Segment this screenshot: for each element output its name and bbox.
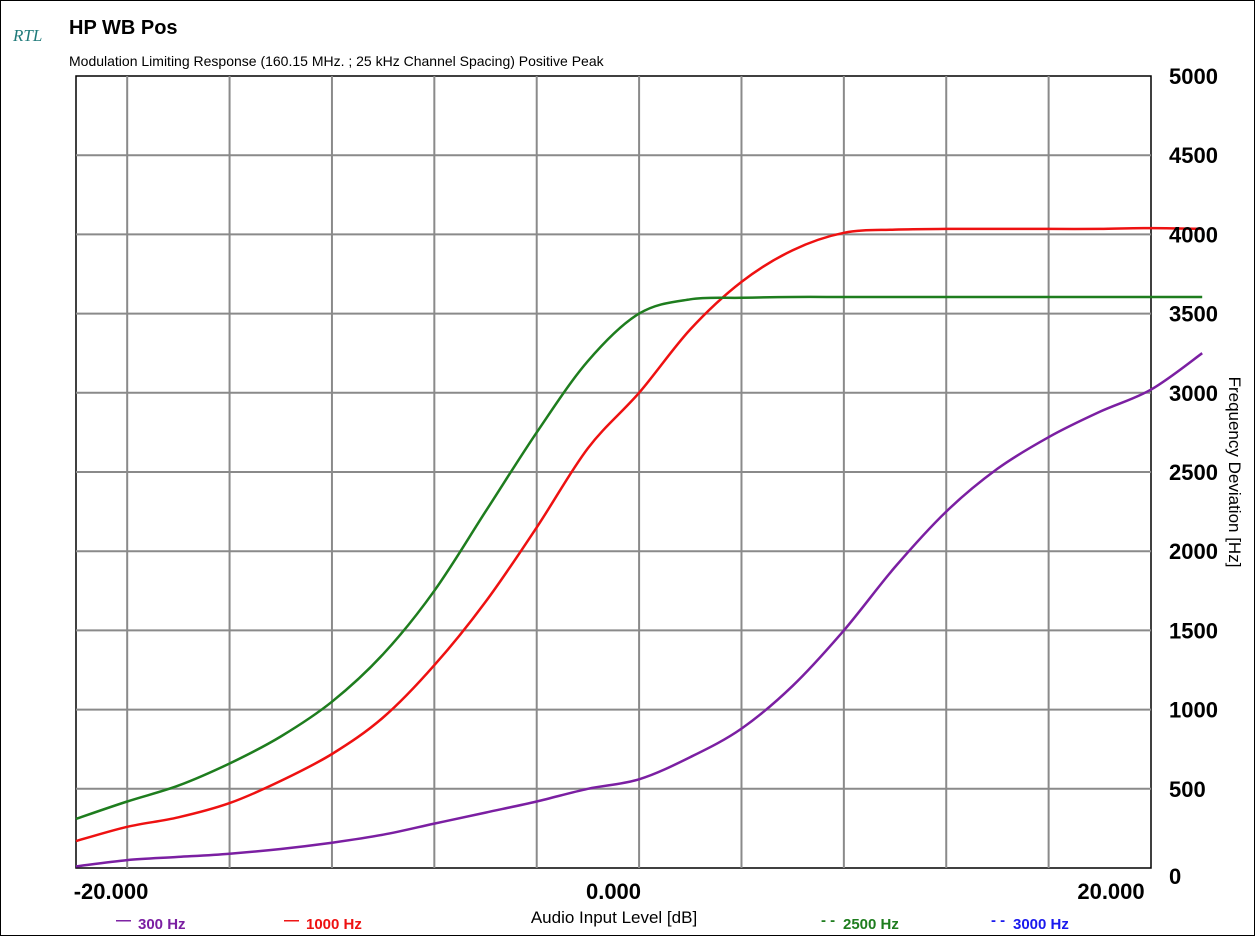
series-line-1000-hz <box>75 226 1203 843</box>
y-tick-label: 1500 <box>1169 618 1218 643</box>
x-axis-label: Audio Input Level [dB] <box>531 908 697 927</box>
y-tick-label: 3500 <box>1169 302 1218 327</box>
y-tick-label: 0 <box>1169 864 1181 889</box>
y-axis-label: Frequency Deviation [Hz] <box>1225 377 1244 568</box>
y-tick-label: 2500 <box>1169 460 1218 485</box>
legend-label-1000-hz: 1000 Hz <box>306 916 362 933</box>
chart-title: HP WB Pos <box>69 17 178 39</box>
x-tick-labels: -20.000 0.000 20.000 <box>74 879 1145 904</box>
x-tick-label: -20.000 <box>74 879 149 904</box>
rtl-logo: RTL <box>12 26 42 45</box>
x-tick-label: 0.000 <box>586 879 641 904</box>
grid-lines <box>76 76 1151 868</box>
y-tick-label: 4500 <box>1169 143 1218 168</box>
y-tick-label: 500 <box>1169 777 1206 802</box>
series-layer <box>75 226 1203 868</box>
series-line-2500-hz <box>75 295 1203 821</box>
legend: — 300 Hz — 1000 Hz - - 2500 Hz - - 3000 Hz <box>116 912 1069 933</box>
y-tick-label: 1000 <box>1169 698 1218 723</box>
y-tick-label: 3000 <box>1169 381 1218 406</box>
series-line-300-hz <box>75 352 1203 868</box>
legend-marker-2500-hz: - - <box>821 912 835 929</box>
y-tick-labels: 0 500 1000 1500 2000 2500 3000 3500 4000 4500 5000 <box>1169 64 1218 889</box>
x-tick-label: 20.000 <box>1077 879 1144 904</box>
legend-label-300-hz: 300 Hz <box>138 916 186 933</box>
legend-marker-1000-hz: — <box>284 912 299 929</box>
y-tick-label: 5000 <box>1169 64 1218 89</box>
y-tick-label: 4000 <box>1169 222 1218 247</box>
chart-subtitle: Modulation Limiting Response (160.15 MHz… <box>69 53 605 69</box>
legend-label-3000-hz: 3000 Hz <box>1013 916 1069 933</box>
legend-label-2500-hz: 2500 Hz <box>843 916 899 933</box>
legend-marker-300-hz: — <box>116 912 131 929</box>
y-tick-label: 2000 <box>1169 539 1218 564</box>
legend-marker-3000-hz: - - <box>991 912 1005 929</box>
